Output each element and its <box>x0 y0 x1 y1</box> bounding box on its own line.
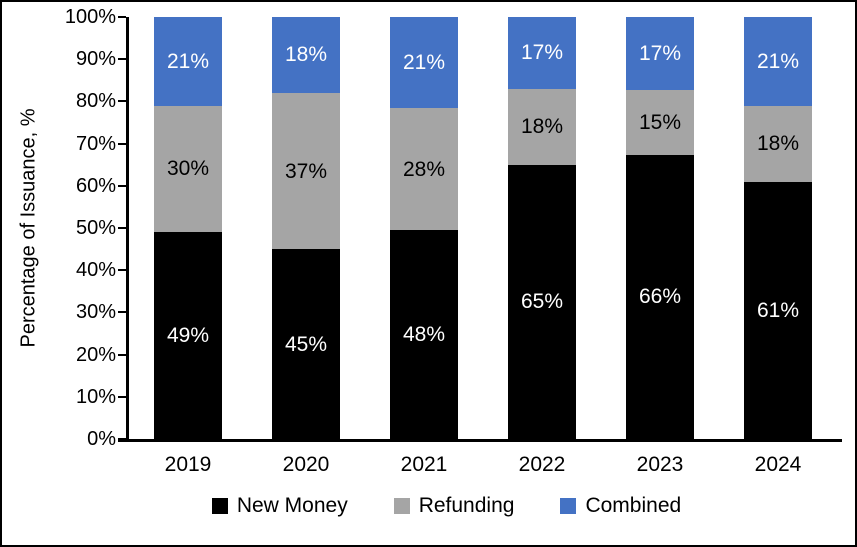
bar-2022: 17% 18% 65% <box>508 17 576 439</box>
bar-2024: 21% 18% 61% <box>744 17 812 439</box>
bar-segment-2022-refunding: 18% <box>508 88 576 165</box>
bar-data-label: 45% <box>284 332 328 356</box>
bar-data-label: 18% <box>520 115 564 139</box>
x-tick-label-2024: 2024 <box>754 453 802 476</box>
y-tick-mark <box>118 100 126 103</box>
y-tick-label: 20% <box>75 343 116 366</box>
bar-data-label: 17% <box>520 41 564 65</box>
bar-data-label: 21% <box>756 49 800 73</box>
bar-2021: 21% 28% 48% <box>390 17 458 439</box>
bar-segment-2023-combined: 17% <box>626 17 694 91</box>
legend-item-combined: Combined <box>560 494 681 518</box>
y-tick-label: 70% <box>75 132 116 155</box>
legend-label: Refunding <box>418 494 515 517</box>
bar-segment-2022-combined: 17% <box>508 17 576 89</box>
bar-data-label: 66% <box>638 285 682 309</box>
bar-2020: 18% 37% 45% <box>272 17 340 439</box>
y-tick-mark <box>118 311 126 314</box>
y-tick-label: 10% <box>75 385 116 408</box>
y-tick-mark <box>118 269 126 272</box>
x-tick-label-2020: 2020 <box>282 453 330 476</box>
bar-data-label: 18% <box>284 43 328 67</box>
bar-data-label: 49% <box>166 324 210 348</box>
bar-data-label: 61% <box>756 298 800 322</box>
bar-segment-2020-combined: 18% <box>272 17 340 93</box>
bar-data-label: 28% <box>402 157 446 181</box>
bar-data-label: 17% <box>638 42 682 66</box>
bar-segment-2024-combined: 21% <box>744 17 812 106</box>
y-tick-label: 0% <box>87 428 116 450</box>
y-tick-mark <box>118 16 126 18</box>
y-tick-mark <box>118 184 126 187</box>
y-tick-mark <box>118 353 126 356</box>
y-tick-label: 50% <box>75 217 116 239</box>
x-tick-label-2021: 2021 <box>400 453 448 476</box>
legend-item-refunding: Refunding <box>393 494 515 518</box>
bar-segment-2024-new-money: 61% <box>744 181 812 439</box>
legend-swatch-icon <box>211 498 228 514</box>
y-tick-label: 100% <box>64 6 116 28</box>
x-tick-label-2023: 2023 <box>636 453 684 476</box>
legend-label: New Money <box>236 494 348 517</box>
bar-data-label: 21% <box>402 51 446 75</box>
x-tick-label-2019: 2019 <box>164 453 212 476</box>
bar-segment-2024-refunding: 18% <box>744 105 812 182</box>
legend-item-new-money: New Money <box>211 494 348 518</box>
y-tick-label: 80% <box>75 90 116 113</box>
y-tick-mark <box>118 395 126 398</box>
legend-label: Combined <box>585 494 682 517</box>
y-tick-label: 40% <box>75 259 116 282</box>
bar-data-label: 15% <box>638 110 682 134</box>
bar-2019: 21% 30% 49% <box>154 17 222 439</box>
y-axis-line <box>126 17 129 442</box>
bar-2023: 17% 15% 66% <box>626 17 694 439</box>
bar-segment-2021-refunding: 28% <box>390 108 458 231</box>
bar-segment-2023-refunding: 15% <box>626 90 694 155</box>
bar-segment-2020-new-money: 45% <box>272 249 340 439</box>
bar-data-label: 48% <box>402 323 446 347</box>
bar-segment-2021-combined: 21% <box>390 17 458 109</box>
y-tick-label: 60% <box>75 174 116 197</box>
bar-segment-2021-new-money: 48% <box>390 230 458 439</box>
bar-data-label: 30% <box>166 157 210 181</box>
bar-segment-2023-new-money: 66% <box>626 154 694 439</box>
y-tick-mark <box>118 227 126 229</box>
legend-swatch-icon <box>560 498 577 514</box>
legend-swatch-icon <box>393 498 410 514</box>
bar-data-label: 37% <box>284 159 328 183</box>
y-tick-label: 90% <box>75 48 116 71</box>
bar-segment-2020-refunding: 37% <box>272 92 340 250</box>
bar-data-label: 65% <box>520 290 564 314</box>
y-tick-label: 30% <box>75 301 116 324</box>
bar-segment-2019-new-money: 49% <box>154 232 222 439</box>
x-axis-line <box>118 439 842 442</box>
bar-segment-2022-new-money: 65% <box>508 164 576 439</box>
bar-segment-2019-combined: 21% <box>154 17 222 106</box>
y-tick-mark <box>118 142 126 145</box>
bar-data-label: 18% <box>756 132 800 156</box>
legend: New Money Refunding Combined <box>20 494 855 518</box>
bar-data-label: 21% <box>166 49 210 73</box>
x-tick-label-2022: 2022 <box>518 453 566 476</box>
bar-segment-2019-refunding: 30% <box>154 105 222 233</box>
y-tick-mark <box>118 58 126 61</box>
